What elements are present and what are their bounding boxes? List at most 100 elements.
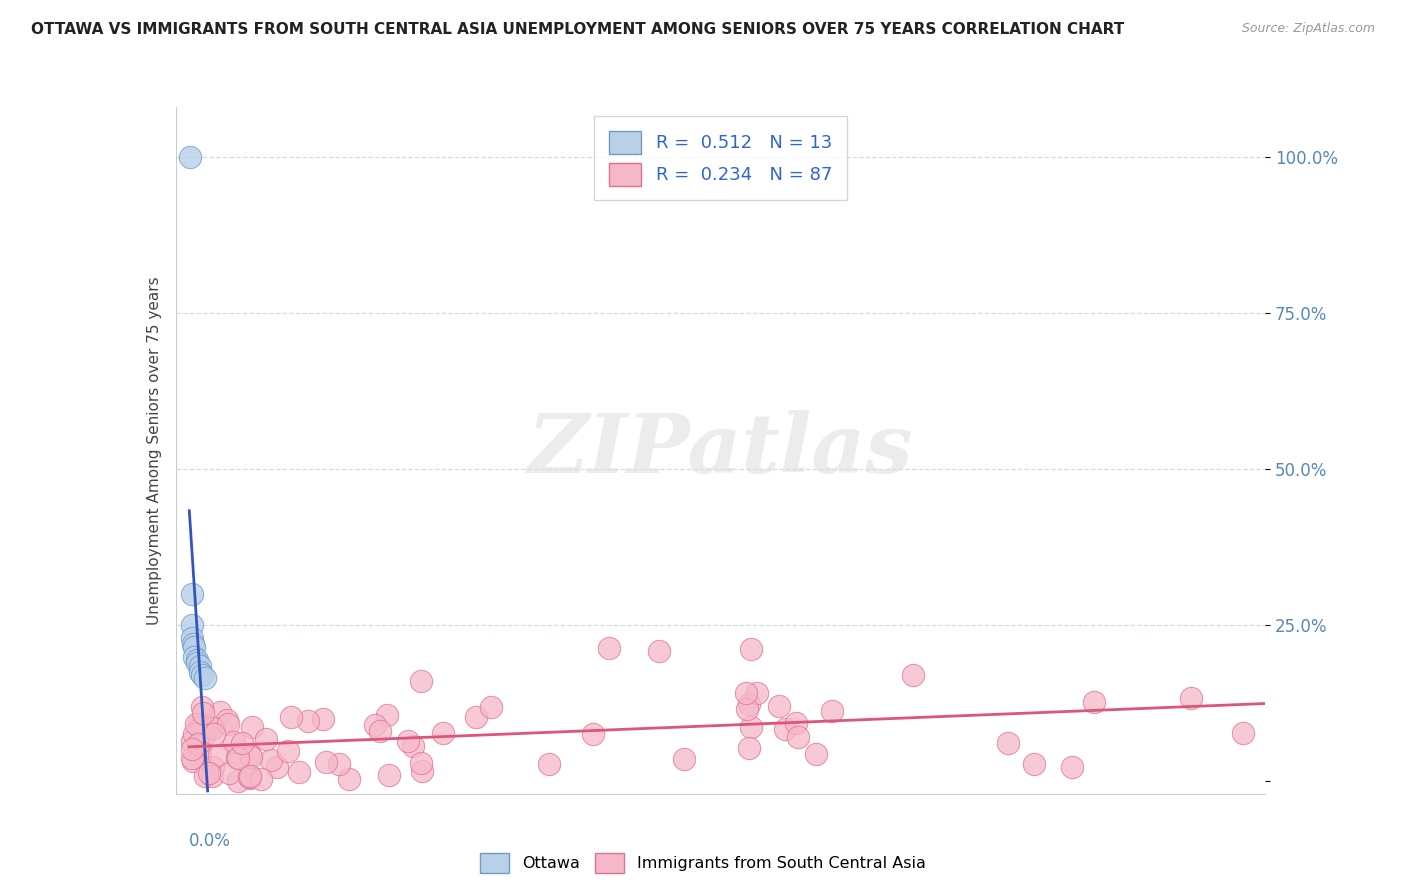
Point bbox=[190, 720, 212, 734]
Point bbox=[1083, 696, 1105, 710]
Point bbox=[198, 766, 221, 780]
Point bbox=[647, 644, 669, 658]
Point bbox=[180, 733, 202, 747]
Point bbox=[901, 668, 924, 682]
Point bbox=[288, 765, 311, 780]
Point bbox=[215, 714, 238, 728]
Point bbox=[181, 631, 204, 645]
Point bbox=[188, 745, 211, 759]
Point bbox=[734, 686, 756, 700]
Point bbox=[735, 701, 758, 715]
Point bbox=[280, 709, 302, 723]
Point bbox=[1232, 726, 1254, 740]
Point bbox=[337, 772, 360, 787]
Point bbox=[228, 774, 250, 789]
Point bbox=[186, 653, 208, 667]
Point bbox=[745, 686, 768, 700]
Point bbox=[208, 747, 231, 762]
Point bbox=[297, 714, 319, 729]
Point bbox=[375, 707, 398, 722]
Point bbox=[201, 769, 224, 783]
Point bbox=[396, 734, 419, 748]
Point bbox=[180, 618, 202, 632]
Point bbox=[315, 756, 337, 770]
Point bbox=[409, 674, 432, 689]
Point bbox=[209, 706, 232, 720]
Point bbox=[188, 750, 211, 764]
Point bbox=[785, 716, 807, 731]
Point bbox=[787, 731, 810, 745]
Point bbox=[188, 658, 211, 673]
Point bbox=[188, 665, 211, 680]
Point bbox=[187, 738, 209, 752]
Point bbox=[201, 722, 224, 736]
Point bbox=[773, 722, 796, 736]
Point bbox=[672, 752, 695, 766]
Point bbox=[193, 728, 215, 742]
Point bbox=[479, 699, 502, 714]
Text: ZIPatlas: ZIPatlas bbox=[527, 410, 914, 491]
Point bbox=[226, 751, 249, 765]
Point bbox=[537, 757, 560, 772]
Point bbox=[238, 770, 260, 784]
Point bbox=[217, 716, 239, 731]
Point bbox=[1180, 690, 1202, 705]
Point bbox=[183, 640, 205, 655]
Point bbox=[250, 772, 273, 786]
Point bbox=[411, 756, 433, 770]
Point bbox=[239, 769, 262, 783]
Point bbox=[260, 753, 283, 767]
Point bbox=[224, 735, 246, 749]
Point bbox=[370, 724, 392, 739]
Point bbox=[277, 744, 299, 758]
Point bbox=[1024, 757, 1046, 772]
Point bbox=[432, 726, 454, 740]
Point bbox=[180, 742, 202, 756]
Point bbox=[184, 717, 207, 731]
Legend: R =  0.512   N = 13, R =  0.234   N = 87: R = 0.512 N = 13, R = 0.234 N = 87 bbox=[595, 116, 846, 201]
Point bbox=[191, 716, 214, 731]
Point bbox=[181, 637, 204, 651]
Point bbox=[181, 751, 204, 765]
Point bbox=[768, 699, 790, 714]
Point bbox=[183, 649, 205, 664]
Legend: Ottawa, Immigrants from South Central Asia: Ottawa, Immigrants from South Central As… bbox=[474, 847, 932, 880]
Text: 0.0%: 0.0% bbox=[188, 831, 231, 850]
Point bbox=[239, 747, 262, 762]
Point bbox=[202, 721, 225, 735]
Point bbox=[737, 740, 759, 755]
Point bbox=[738, 697, 761, 711]
Point bbox=[191, 700, 214, 714]
Text: Source: ZipAtlas.com: Source: ZipAtlas.com bbox=[1241, 22, 1375, 36]
Point bbox=[821, 704, 844, 718]
Point bbox=[266, 760, 288, 774]
Point bbox=[240, 720, 263, 734]
Point bbox=[364, 718, 387, 732]
Point bbox=[194, 671, 217, 685]
Point bbox=[179, 150, 201, 164]
Point bbox=[328, 757, 350, 772]
Point bbox=[1060, 760, 1083, 774]
Point bbox=[202, 727, 225, 741]
Point bbox=[231, 736, 253, 750]
Point bbox=[180, 587, 202, 601]
Point bbox=[740, 641, 762, 656]
Point bbox=[804, 747, 827, 761]
Point bbox=[186, 656, 208, 670]
Point bbox=[202, 759, 225, 773]
Point bbox=[226, 749, 249, 764]
Point bbox=[378, 768, 401, 782]
Point bbox=[402, 739, 425, 753]
Point bbox=[239, 771, 262, 785]
Point bbox=[254, 732, 277, 747]
Point bbox=[183, 726, 205, 740]
Point bbox=[191, 668, 214, 682]
Point bbox=[188, 716, 211, 731]
Point bbox=[240, 750, 263, 764]
Point bbox=[181, 754, 204, 768]
Point bbox=[194, 769, 217, 783]
Point bbox=[191, 706, 214, 721]
Point bbox=[465, 710, 488, 724]
Point bbox=[740, 720, 762, 734]
Point bbox=[411, 764, 433, 778]
